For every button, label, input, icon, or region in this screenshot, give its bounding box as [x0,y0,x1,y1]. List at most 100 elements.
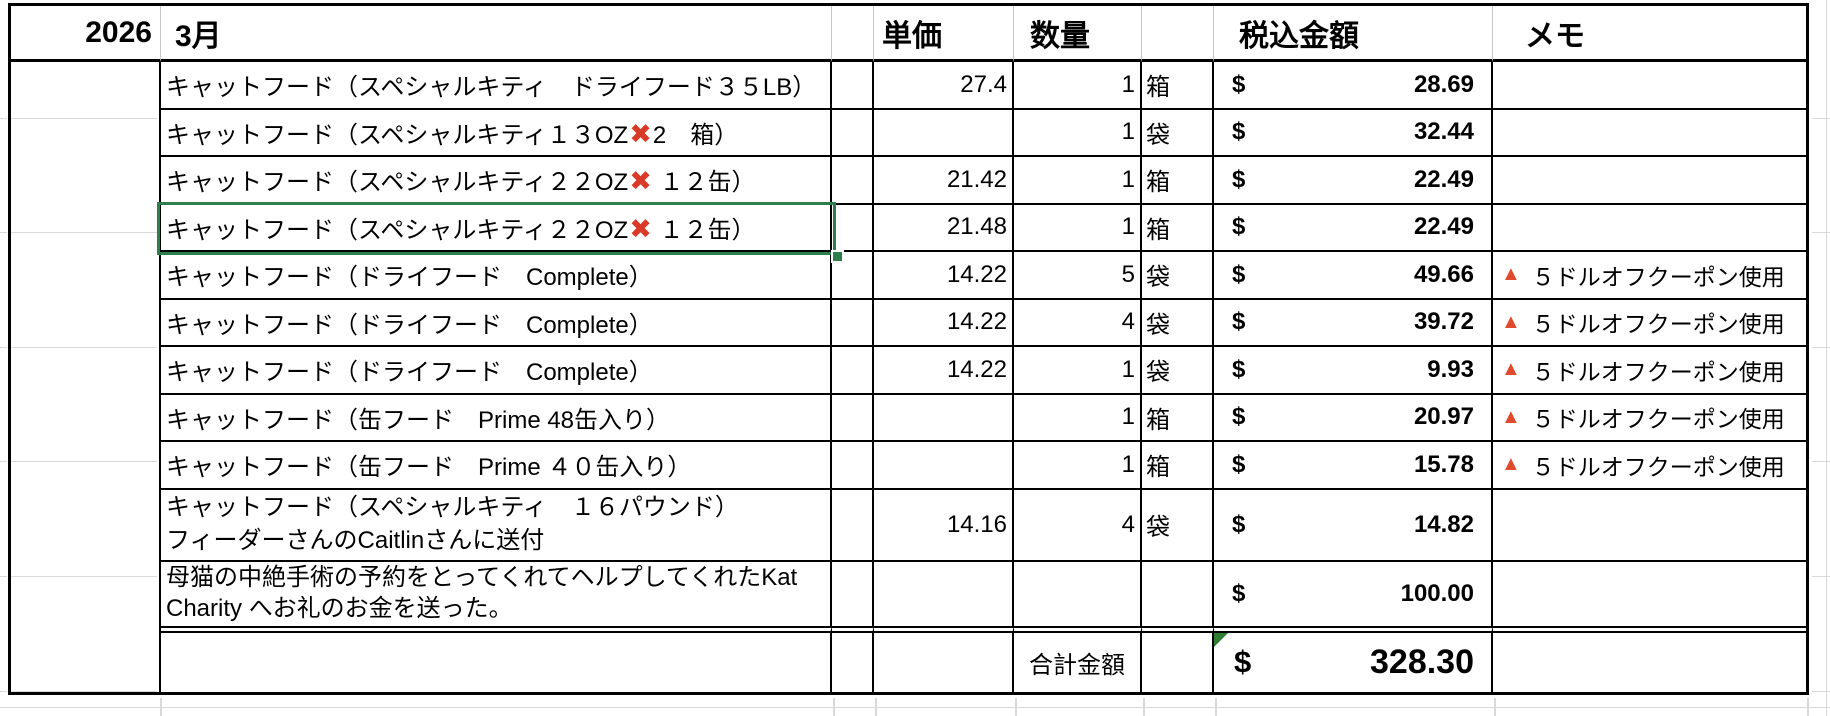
quantity-cell[interactable]: 4 [1014,489,1142,562]
unit-price-cell[interactable]: 14.16 [874,489,1014,562]
row-header-cell[interactable] [11,561,161,626]
amount-cell[interactable]: $49.66 [1214,252,1493,300]
unit-price-cell[interactable]: 14.22 [874,252,1014,300]
memo-cell[interactable] [1493,625,1806,693]
unit-header-cell[interactable] [1142,6,1214,62]
memo-cell[interactable] [1493,490,1806,562]
memo-cell[interactable]: ▲ ５ドルオフクーポン使用 [1493,300,1806,347]
quantity-cell[interactable]: 1 [1014,204,1142,252]
quantity-cell[interactable]: 5 [1014,252,1142,300]
amount-cell[interactable]: $14.82 [1214,489,1493,562]
amount-cell[interactable]: $28.69 [1214,62,1493,110]
unit-cell[interactable] [1142,561,1214,626]
spacer-cell[interactable] [832,625,874,692]
spacer-header-cell[interactable] [832,6,874,62]
amount-cell[interactable]: $32.44 [1214,109,1493,157]
row-header-cell[interactable] [11,442,161,490]
row-header-cell[interactable] [11,489,161,562]
spacer-cell[interactable] [832,157,874,205]
unit-price-cell[interactable]: 21.48 [874,204,1014,252]
spacer-cell[interactable] [832,62,874,110]
amount-cell[interactable]: $20.97 [1214,394,1493,442]
amount-cell[interactable]: $100.00 [1214,561,1493,626]
spacer-cell[interactable] [832,252,874,300]
item-desc-cell[interactable]: キャットフード（スペシャルキティ ドライフード３５LB） [161,62,832,110]
row-header-cell[interactable] [11,62,161,110]
unit-price-cell[interactable]: 14.22 [874,347,1014,395]
quantity-cell[interactable]: 1 [1014,442,1142,490]
memo-cell[interactable] [1493,205,1806,252]
quantity-cell[interactable]: 1 [1014,157,1142,205]
unit-cell[interactable]: 箱 [1142,442,1214,490]
amount-header-cell[interactable]: 税込金額 [1214,6,1493,62]
quantity-cell[interactable] [1014,561,1142,626]
memo-cell[interactable] [1493,110,1806,157]
row-header-cell[interactable] [11,204,161,252]
amount-cell[interactable]: $9.93 [1214,347,1493,395]
memo-cell[interactable]: ▲ ５ドルオフクーポン使用 [1493,252,1806,300]
quantity-cell[interactable]: 1 [1014,109,1142,157]
total-label-cell[interactable]: 合計金額 [1014,625,1142,692]
item-desc-cell[interactable]: 母猫の中絶手術の予約をとってくれてヘルプしてくれたKat Charity へお礼の… [161,561,832,626]
item-desc-cell[interactable]: キャットフード（スペシャルキティ １６パウンド） フィーダーさんのCaitlinさ… [161,489,832,562]
item-desc-cell[interactable]: キャットフード（缶フード Prime 48缶入り） [161,394,832,442]
memo-cell[interactable] [1493,62,1806,110]
amount-cell[interactable]: $22.49 [1214,204,1493,252]
item-desc-cell[interactable]: キャットフード（缶フード Prime ４０缶入り） [161,442,832,490]
unit-cell[interactable]: 箱 [1142,62,1214,110]
quantity-header-cell[interactable]: 数量 [1014,6,1142,62]
item-desc-cell[interactable] [161,625,832,692]
quantity-cell[interactable]: 1 [1014,394,1142,442]
unit-price-header-cell[interactable]: 単価 [874,6,1014,62]
memo-cell[interactable]: ▲ ５ドルオフクーポン使用 [1493,442,1806,490]
item-desc-cell[interactable]: キャットフード（スペシャルキティ２２OZ✖ １２缶） [161,204,832,252]
fill-handle[interactable] [831,250,844,263]
unit-cell[interactable]: 袋 [1142,299,1214,347]
item-desc-cell[interactable]: キャットフード（スペシャルキティ２２OZ✖ １２缶） [161,157,832,205]
unit-cell[interactable]: 袋 [1142,252,1214,300]
row-header-cell[interactable] [11,109,161,157]
row-header-cell[interactable] [11,347,161,395]
month-header-cell[interactable]: 3月 [161,6,832,62]
memo-cell[interactable]: ▲ ５ドルオフクーポン使用 [1493,395,1806,442]
unit-cell[interactable]: 箱 [1142,394,1214,442]
unit-cell[interactable]: 袋 [1142,109,1214,157]
spacer-cell[interactable] [832,394,874,442]
unit-price-cell[interactable]: 14.22 [874,299,1014,347]
memo-cell[interactable] [1493,562,1806,626]
item-desc-cell[interactable]: キャットフード（ドライフード Complete） [161,252,832,300]
spacer-cell[interactable] [832,561,874,626]
spacer-cell[interactable] [832,299,874,347]
spacer-cell[interactable] [832,204,874,252]
item-desc-cell[interactable]: キャットフード（ドライフード Complete） [161,299,832,347]
quantity-cell[interactable]: 4 [1014,299,1142,347]
unit-cell[interactable]: 箱 [1142,157,1214,205]
row-header-cell[interactable] [11,299,161,347]
total-amount-cell[interactable]: $328.30 [1214,625,1493,692]
spacer-cell[interactable] [832,109,874,157]
unit-cell[interactable] [1142,625,1214,692]
unit-cell[interactable]: 箱 [1142,204,1214,252]
unit-price-cell[interactable] [874,561,1014,626]
amount-cell[interactable]: $15.78 [1214,442,1493,490]
quantity-cell[interactable]: 1 [1014,62,1142,110]
amount-cell[interactable]: $22.49 [1214,157,1493,205]
unit-price-cell[interactable] [874,109,1014,157]
row-header-cell[interactable] [11,252,161,300]
unit-price-cell[interactable] [874,625,1014,692]
unit-price-cell[interactable]: 21.42 [874,157,1014,205]
unit-cell[interactable]: 袋 [1142,347,1214,395]
item-desc-cell[interactable]: キャットフード（スペシャルキティ１３OZ✖2 箱） [161,109,832,157]
row-header-cell[interactable] [11,394,161,442]
item-desc-cell[interactable]: キャットフード（ドライフード Complete） [161,347,832,395]
spacer-cell[interactable] [832,442,874,490]
unit-price-cell[interactable] [874,394,1014,442]
spacer-cell[interactable] [832,489,874,562]
amount-cell[interactable]: $39.72 [1214,299,1493,347]
unit-cell[interactable]: 袋 [1142,489,1214,562]
quantity-cell[interactable]: 1 [1014,347,1142,395]
year-header-cell[interactable]: 2026 [11,6,161,62]
memo-cell[interactable]: ▲ ５ドルオフクーポン使用 [1493,347,1806,395]
row-header-cell[interactable] [11,625,161,692]
memo-header-cell[interactable]: メモ [1493,6,1806,62]
